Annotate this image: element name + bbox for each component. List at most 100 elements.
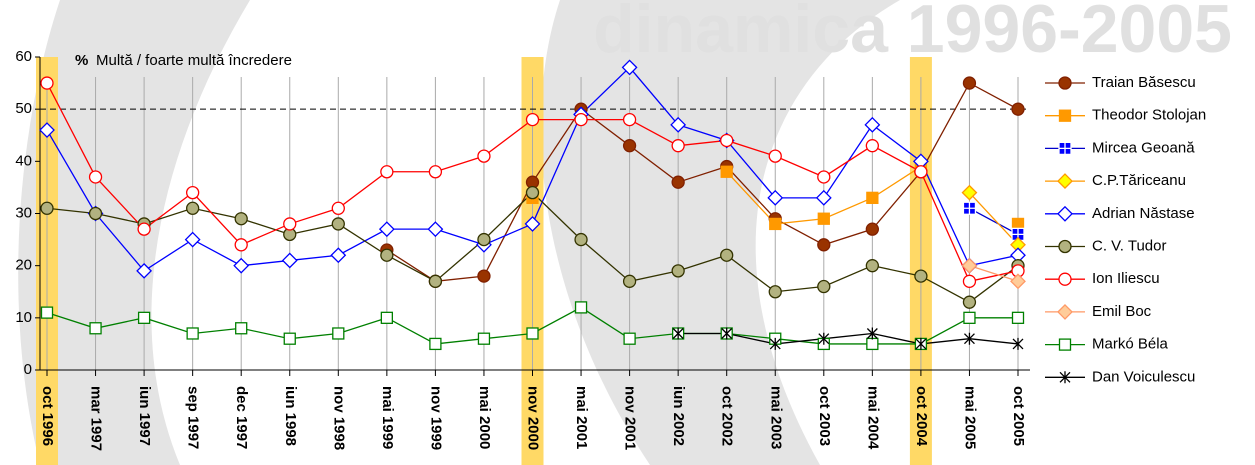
marker <box>234 212 248 226</box>
watermark: dinamica 1996-2005 <box>593 0 1232 67</box>
marker <box>283 217 297 231</box>
x-tick-label: nov 2001 <box>622 386 639 450</box>
marker <box>962 274 977 288</box>
marker <box>89 322 102 335</box>
marker <box>671 264 685 278</box>
marker <box>1057 303 1073 320</box>
marker <box>330 247 347 264</box>
legend-label: Traian Băsescu <box>1092 74 1196 91</box>
marker <box>672 327 684 340</box>
marker <box>817 170 831 184</box>
marker <box>670 116 687 133</box>
x-tick-label: nov 1999 <box>427 386 444 450</box>
series-line <box>678 332 1019 345</box>
marker <box>768 149 782 163</box>
y-tick-label: 60 <box>15 48 32 65</box>
marker <box>137 311 151 324</box>
chart-title: Multă / foarte multă încredere <box>96 52 292 69</box>
marker <box>184 231 201 248</box>
marker <box>574 232 588 247</box>
marker <box>963 332 975 345</box>
marker <box>769 217 782 231</box>
marker <box>185 185 200 200</box>
marker <box>331 201 345 215</box>
marker <box>818 332 830 345</box>
marker <box>88 206 103 221</box>
marker <box>1011 311 1025 324</box>
marker <box>331 217 345 231</box>
y-tick-label: 50 <box>15 100 32 117</box>
x-tick-label: iun 2002 <box>670 386 687 446</box>
marker <box>866 327 878 340</box>
x-tick-label: sep 1997 <box>185 386 202 449</box>
marker <box>477 232 491 247</box>
marker <box>40 76 54 90</box>
x-tick-label: nov 2000 <box>525 386 542 450</box>
marker <box>477 149 491 163</box>
marker <box>623 332 636 345</box>
x-tick-label: oct 2002 <box>719 386 736 446</box>
marker <box>185 201 200 215</box>
series-line <box>968 192 1019 246</box>
marker <box>233 257 250 274</box>
x-tick-label: mai 2004 <box>864 386 881 450</box>
y-tick-label: 30 <box>15 204 32 221</box>
marker <box>621 59 638 76</box>
series-line <box>969 265 1019 282</box>
marker <box>864 116 881 133</box>
marker <box>961 184 978 201</box>
x-tick-label: oct 2004 <box>913 386 930 447</box>
x-tick-label: iun 1997 <box>136 386 153 446</box>
marker <box>963 311 976 324</box>
marker <box>380 165 394 179</box>
marker <box>235 322 248 335</box>
y-tick-label: 20 <box>15 257 32 274</box>
marker <box>380 248 394 262</box>
marker <box>525 112 540 127</box>
marker <box>817 279 831 294</box>
x-tick-label: oct 2003 <box>816 386 833 446</box>
marker <box>186 327 199 340</box>
marker <box>769 337 781 350</box>
y-tick-label: 40 <box>15 152 32 169</box>
x-tick-label: mai 2001 <box>573 386 590 449</box>
marker <box>1058 109 1072 122</box>
marker <box>234 238 248 252</box>
marker <box>281 252 298 269</box>
marker <box>427 221 444 238</box>
marker <box>915 337 927 350</box>
marker <box>866 191 879 205</box>
marker <box>721 327 733 340</box>
marker <box>429 337 442 351</box>
marker <box>428 274 443 288</box>
marker <box>1010 273 1026 290</box>
marker <box>720 165 733 178</box>
x-tick-label: iun 1998 <box>282 386 299 446</box>
marker <box>40 201 54 215</box>
marker <box>1058 239 1072 254</box>
marker <box>817 212 830 225</box>
marker <box>962 295 977 309</box>
marker <box>477 269 491 283</box>
marker <box>962 201 977 215</box>
marker <box>1058 141 1072 156</box>
marker <box>815 189 832 206</box>
marker <box>622 112 637 127</box>
y-unit: % <box>75 52 88 69</box>
x-tick-label: mai 1999 <box>379 386 396 449</box>
legend-label: Emil Boc <box>1092 303 1152 320</box>
y-tick-label: 0 <box>24 361 32 378</box>
x-tick-label: mai 2000 <box>476 386 493 449</box>
legend-label: Ion Iliescu <box>1092 270 1160 287</box>
marker <box>720 248 734 262</box>
marker <box>671 175 685 189</box>
marker <box>961 257 978 274</box>
legend-label: C.P.Tăriceanu <box>1092 172 1186 189</box>
marker <box>671 139 685 153</box>
marker <box>524 216 541 232</box>
marker <box>574 301 588 314</box>
marker <box>88 170 103 184</box>
marker <box>525 185 540 200</box>
background-shape <box>18 0 251 465</box>
marker <box>574 112 588 127</box>
